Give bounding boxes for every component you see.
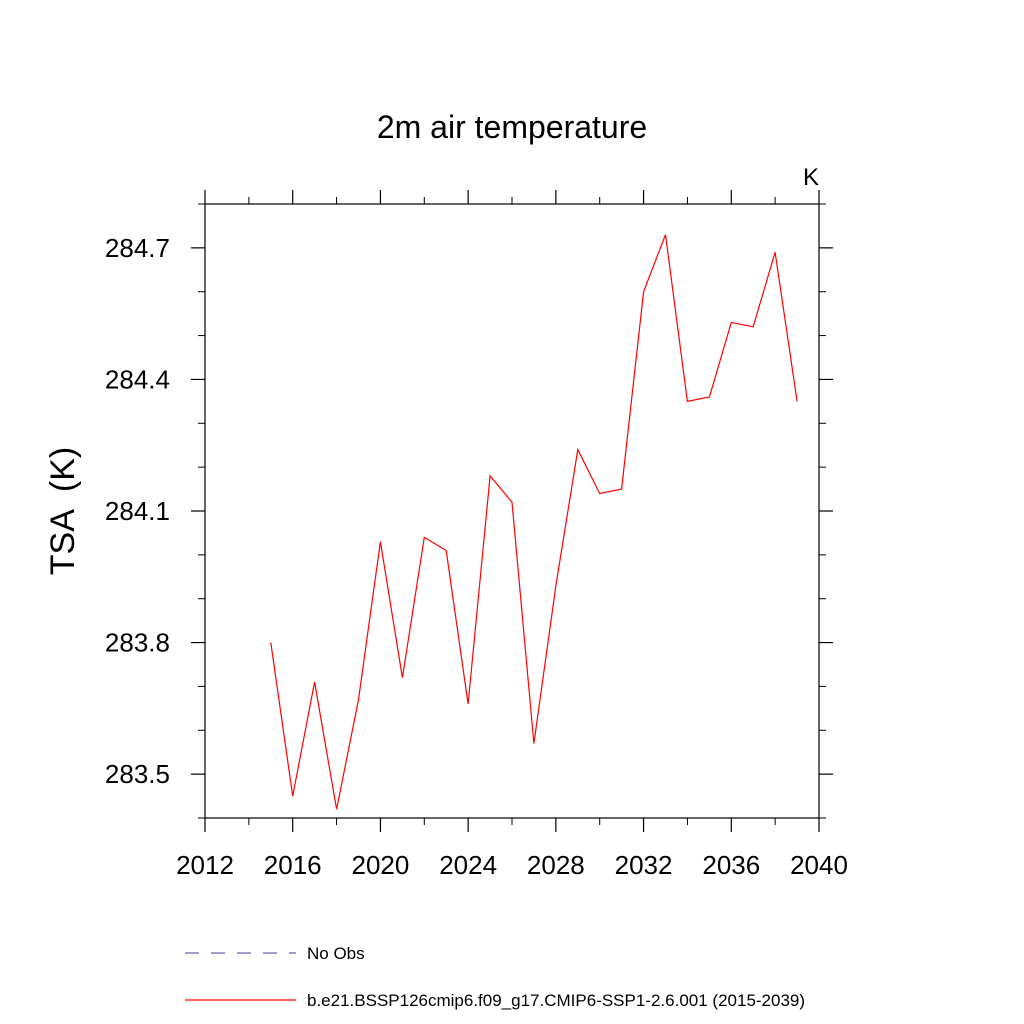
legend: No Obs b.e21.BSSP126cmip6.f09_g17.CMIP6-S… [185, 944, 805, 1010]
y-axis-label: TSA (K) [44, 447, 82, 575]
x-tick-label: 2040 [790, 850, 848, 880]
x-tick-label: 2016 [264, 850, 322, 880]
x-tick-label: 2036 [702, 850, 760, 880]
y-tick-label: 283.8 [105, 628, 170, 658]
x-tick-label: 2012 [176, 850, 234, 880]
axes: 2012 2016 2020 2024 2028 2032 2036 2040 283.5 283… [105, 190, 848, 880]
series-line-1 [270, 234, 798, 810]
x-tick-label: 2028 [527, 850, 585, 880]
y-tick-label: 283.5 [105, 759, 170, 789]
chart-title: 2m air temperature [377, 109, 647, 145]
legend-label: b.e21.BSSP126cmip6.f09_g17.CMIP6-SSP1-2.… [307, 991, 805, 1010]
x-tick-label: 2020 [352, 850, 410, 880]
x-tick-label: 2032 [615, 850, 673, 880]
plot-frame [204, 203, 820, 819]
legend-label: No Obs [307, 944, 365, 963]
y-tick-label: 284.7 [105, 233, 170, 263]
y-tick-label: 284.4 [105, 364, 170, 394]
series-layer [270, 234, 798, 810]
y-tick-label: 284.1 [105, 496, 170, 526]
x-tick-label: 2024 [439, 850, 497, 880]
units-label: K [803, 164, 819, 191]
